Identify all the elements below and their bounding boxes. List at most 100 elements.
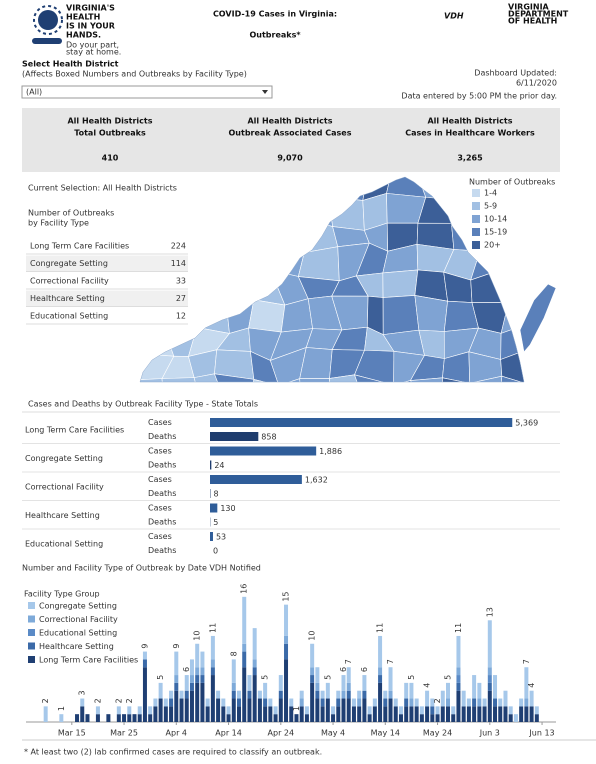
bar-segment bbox=[503, 706, 508, 722]
legend-label: Educational Setting bbox=[39, 629, 117, 638]
bar-segment bbox=[440, 690, 445, 707]
logo-text: IS IN YOUR bbox=[66, 22, 115, 31]
bar-segment bbox=[153, 698, 158, 707]
bar-segment bbox=[226, 706, 231, 715]
bar-segment bbox=[122, 714, 127, 722]
bar-segment bbox=[346, 682, 351, 691]
dropdown-value: (All) bbox=[26, 88, 42, 97]
bar-segment bbox=[315, 667, 320, 683]
bar-segment bbox=[513, 714, 518, 722]
bar-segment bbox=[210, 675, 215, 722]
bar-segment bbox=[174, 675, 179, 683]
bar-segment bbox=[221, 706, 226, 722]
bar-segment bbox=[80, 706, 85, 722]
bar-segment bbox=[378, 635, 383, 668]
logo-text: VIRGINIA'S bbox=[66, 4, 115, 13]
footnote: * At least two (2) lab confirmed cases a… bbox=[24, 748, 322, 757]
bar-segment bbox=[284, 604, 289, 636]
legend-label: 15-19 bbox=[484, 228, 507, 237]
bar-segment bbox=[195, 667, 200, 676]
series-label: Deaths bbox=[148, 489, 176, 498]
filter-note: (Affects Boxed Numbers and Outbreaks by … bbox=[22, 70, 247, 79]
bar-segment bbox=[498, 698, 503, 707]
kpi-value: 3,265 bbox=[457, 154, 483, 163]
bar-segment bbox=[487, 667, 492, 676]
bar-segment bbox=[430, 698, 435, 707]
value-label: 5,369 bbox=[515, 419, 538, 428]
map-district bbox=[327, 374, 367, 382]
bar-segment bbox=[205, 698, 210, 707]
bar-segment bbox=[508, 706, 513, 715]
bar-segment bbox=[388, 698, 393, 722]
total-label: 5 bbox=[156, 675, 165, 680]
bar-segment bbox=[425, 690, 430, 707]
bar-segment bbox=[362, 675, 367, 691]
value-label: 858 bbox=[261, 433, 276, 442]
table-row-bg bbox=[26, 255, 188, 272]
bar-segment bbox=[310, 643, 315, 668]
bar-segment bbox=[477, 682, 482, 699]
total-label: 5 bbox=[407, 675, 416, 680]
dropdown-arrow[interactable] bbox=[262, 90, 268, 94]
bar-segment bbox=[257, 690, 262, 699]
map-district bbox=[354, 374, 394, 382]
bar-segment bbox=[414, 698, 419, 707]
table-cell: Correctional Facility bbox=[30, 277, 109, 286]
bar-segment bbox=[341, 698, 346, 722]
bar-segment bbox=[336, 698, 341, 707]
bar-segment bbox=[435, 706, 440, 715]
logo-text: HEALTH bbox=[66, 13, 100, 22]
total-label: 7 bbox=[522, 659, 531, 664]
bar-segment bbox=[451, 706, 456, 715]
map-district bbox=[299, 378, 330, 382]
bar-segment bbox=[221, 698, 226, 707]
dropdown[interactable] bbox=[21, 85, 273, 99]
bar-segment bbox=[237, 706, 241, 722]
map-district bbox=[442, 377, 472, 382]
bar-segment bbox=[210, 667, 215, 676]
value-label: 1,632 bbox=[305, 476, 328, 485]
bar-segment bbox=[231, 659, 236, 683]
category-label: Healthcare Setting bbox=[25, 511, 100, 520]
bar-segment bbox=[331, 714, 336, 722]
bar-segment bbox=[524, 667, 529, 699]
bar-segment bbox=[116, 714, 121, 722]
bar-segment bbox=[351, 698, 356, 707]
legend-swatch bbox=[28, 656, 35, 663]
bar-segment bbox=[95, 714, 100, 722]
value-label: 0 bbox=[213, 547, 218, 556]
series-label: Cases bbox=[148, 475, 172, 484]
bar-segment bbox=[398, 714, 403, 722]
vdh-text: VIRGINIA bbox=[508, 3, 550, 12]
table-cell: Congregate Setting bbox=[30, 259, 108, 268]
total-label: 7 bbox=[344, 659, 353, 664]
bar-segment bbox=[404, 698, 409, 707]
bar-segment bbox=[378, 667, 383, 676]
bar-segment bbox=[456, 635, 461, 668]
legend-label: Healthcare Setting bbox=[39, 642, 114, 651]
bar-segment bbox=[414, 706, 419, 722]
bar-segment bbox=[247, 675, 252, 691]
map-eastern-shore bbox=[519, 283, 557, 353]
bar-segment bbox=[325, 698, 330, 722]
bar-segment bbox=[346, 690, 351, 699]
bar-segment bbox=[477, 698, 482, 707]
bar bbox=[210, 503, 218, 513]
total-label: 9 bbox=[140, 643, 149, 648]
x-tick-label: Apr 4 bbox=[166, 729, 187, 738]
bar-segment bbox=[498, 706, 503, 722]
bar-segment bbox=[43, 706, 48, 722]
legend-label: 20+ bbox=[484, 241, 501, 250]
logo-sub: Do your part, bbox=[66, 41, 119, 50]
logo-icon bbox=[32, 5, 63, 44]
bar-segment bbox=[184, 698, 189, 722]
series-label: Deaths bbox=[148, 432, 176, 441]
bar-segment bbox=[85, 714, 90, 722]
x-tick-label: Jun 13 bbox=[528, 729, 554, 738]
bar-segment bbox=[216, 690, 221, 699]
total-label: 7 bbox=[386, 659, 395, 664]
bar-segment bbox=[169, 690, 174, 699]
bar-segment bbox=[299, 690, 304, 699]
bar-segment bbox=[278, 698, 283, 722]
bar-segment bbox=[200, 651, 205, 668]
